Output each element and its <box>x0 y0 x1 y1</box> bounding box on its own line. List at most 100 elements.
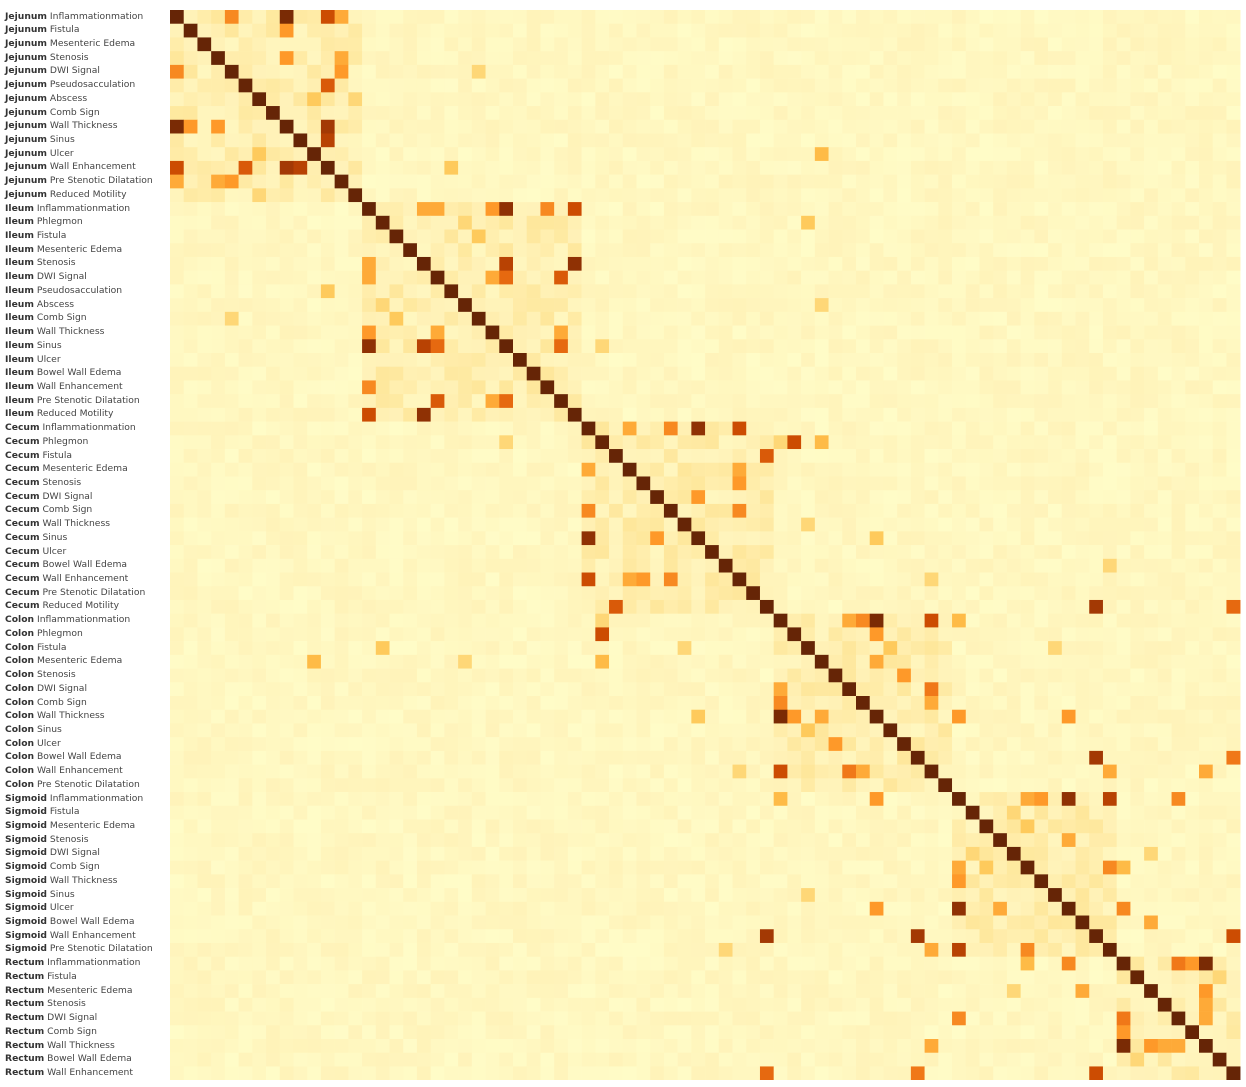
heatmap-cell <box>595 10 610 25</box>
heatmap-cell <box>663 599 678 614</box>
heatmap-cell <box>1034 490 1049 505</box>
heatmap-cell <box>1199 833 1214 848</box>
heatmap-cell <box>444 723 459 738</box>
heatmap-cell <box>197 435 212 450</box>
heatmap-cell <box>320 737 335 752</box>
heatmap-cell <box>224 339 239 354</box>
heatmap-cell <box>403 256 418 271</box>
heatmap-cell <box>1020 78 1035 93</box>
heatmap-cell <box>979 476 994 491</box>
heatmap-cell <box>828 380 843 395</box>
heatmap-cell <box>416 778 431 793</box>
heatmap-cell <box>595 394 610 409</box>
row-label-segment: Rectum <box>5 1012 45 1024</box>
heatmap-cell <box>320 256 335 271</box>
heatmap-cell <box>636 160 651 175</box>
heatmap-cell <box>1116 558 1131 573</box>
heatmap-cell <box>622 641 637 656</box>
heatmap-cell <box>609 503 624 518</box>
heatmap-cell <box>718 394 733 409</box>
heatmap-cell <box>471 476 486 491</box>
heatmap-cell <box>691 778 706 793</box>
heatmap-cell <box>801 476 816 491</box>
heatmap-cell <box>1144 188 1159 203</box>
row-label-finding: Bowel Wall Edema <box>46 916 135 928</box>
heatmap-cell <box>1075 256 1090 271</box>
heatmap-cell <box>485 256 500 271</box>
heatmap-cell <box>1185 353 1200 368</box>
heatmap-cell <box>1102 380 1117 395</box>
heatmap-cell <box>609 339 624 354</box>
heatmap-cell <box>513 92 528 107</box>
heatmap-cell <box>636 339 651 354</box>
heatmap-cell <box>389 462 404 477</box>
heatmap-cell <box>362 805 377 820</box>
heatmap-cell <box>897 723 912 738</box>
heatmap-cell <box>952 23 967 38</box>
heatmap-cell <box>252 723 267 738</box>
heatmap-cell <box>677 188 692 203</box>
heatmap-cell <box>471 380 486 395</box>
heatmap-cell <box>759 750 774 765</box>
heatmap-cell <box>663 696 678 711</box>
heatmap-cell <box>1061 147 1076 162</box>
heatmap-cell <box>197 92 212 107</box>
heatmap-cell <box>458 613 473 628</box>
heatmap-cell <box>1185 119 1200 134</box>
heatmap-cell <box>938 394 953 409</box>
heatmap-cell <box>705 764 720 779</box>
heatmap-cell <box>691 202 706 217</box>
heatmap-cell <box>1075 641 1090 656</box>
heatmap-cell <box>1116 586 1131 601</box>
heatmap-cell <box>513 23 528 38</box>
heatmap-cell <box>1089 627 1104 642</box>
heatmap-cell <box>595 366 610 381</box>
heatmap-cell <box>485 270 500 285</box>
heatmap-cell <box>910 531 925 546</box>
heatmap-cell <box>197 572 212 587</box>
heatmap-cell <box>1089 558 1104 573</box>
heatmap-cell <box>746 572 761 587</box>
heatmap-cell <box>663 586 678 601</box>
heatmap-cell <box>183 311 198 326</box>
heatmap-cell <box>1048 531 1063 546</box>
heatmap-cell <box>1171 723 1186 738</box>
heatmap-cell <box>170 586 185 601</box>
heatmap-cell <box>1130 682 1145 697</box>
heatmap-cell <box>609 750 624 765</box>
heatmap-cell <box>1185 833 1200 848</box>
heatmap-cell <box>320 709 335 724</box>
heatmap-cell <box>266 92 281 107</box>
heatmap-cell <box>801 37 816 52</box>
heatmap-cell <box>1006 366 1021 381</box>
row-label-finding: Bowel Wall Edema <box>33 367 122 379</box>
row-label-segment: Colon <box>5 627 35 639</box>
heatmap-cell <box>1034 270 1049 285</box>
heatmap-cell <box>1061 545 1076 560</box>
heatmap-cell <box>320 462 335 477</box>
heatmap-cell <box>485 64 500 79</box>
heatmap-cell <box>787 284 802 299</box>
heatmap-cell <box>801 353 816 368</box>
heatmap-cell <box>1075 764 1090 779</box>
heatmap-cell <box>197 256 212 271</box>
heatmap-cell <box>224 750 239 765</box>
heatmap-cell <box>1226 64 1241 79</box>
heatmap-cell <box>540 668 555 683</box>
heatmap-cell <box>1061 298 1076 313</box>
heatmap-cell <box>430 545 445 560</box>
heatmap-cell <box>691 188 706 203</box>
heatmap-cell <box>856 23 871 38</box>
row-label: Colon Wall Thickness <box>5 709 105 722</box>
heatmap-cell <box>1157 696 1172 711</box>
heatmap-cell <box>554 147 569 162</box>
heatmap-cell <box>842 462 857 477</box>
heatmap-cell <box>979 133 994 148</box>
heatmap-cell <box>924 435 939 450</box>
heatmap-cell <box>238 270 253 285</box>
heatmap-cell <box>540 709 555 724</box>
heatmap-cell <box>993 119 1008 134</box>
heatmap-cell <box>252 215 267 230</box>
heatmap-cell <box>1075 545 1090 560</box>
heatmap-cell <box>732 380 747 395</box>
